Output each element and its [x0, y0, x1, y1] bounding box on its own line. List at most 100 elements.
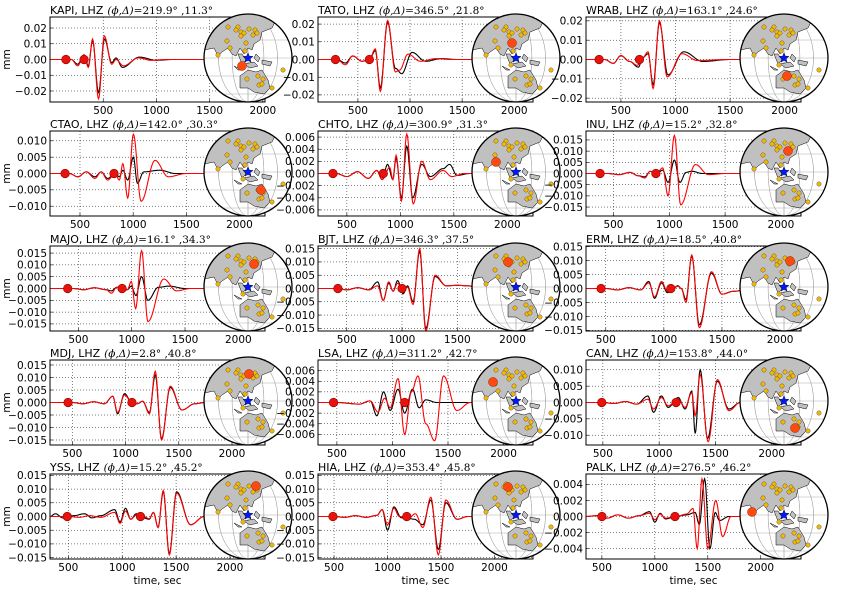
station-dot [760, 152, 766, 158]
station-dot [506, 376, 512, 382]
station-dot [774, 376, 780, 382]
station-dot [514, 26, 520, 32]
event-star-icon [242, 395, 254, 406]
station-dot [225, 138, 231, 144]
station-dot [241, 30, 247, 36]
station-dot [269, 428, 275, 434]
y-tick-label: −0.005 [8, 410, 47, 422]
station-dot [548, 524, 554, 530]
meridian-line [218, 128, 278, 216]
globe-map-inset [739, 242, 829, 332]
y-tick-label: 0.01 [24, 39, 47, 51]
station-dot [508, 405, 514, 411]
station-dot [512, 190, 518, 196]
y-tick-label: 0.000 [553, 511, 583, 523]
y-tick-label: 0.005 [17, 498, 47, 510]
phase-marker [596, 283, 606, 294]
selected-station-dot [237, 61, 247, 71]
event-star-icon [510, 281, 522, 292]
station-dot [776, 62, 782, 68]
station-dot [816, 296, 822, 302]
station-dot [280, 296, 286, 302]
station-dot [242, 505, 248, 511]
subplot-title: WRAB, LHZ (ϕ,Δ)=163.1° ,24.6° [586, 4, 758, 17]
phase-marker [378, 168, 388, 179]
station-dot [777, 373, 783, 379]
globe-outline [471, 13, 561, 103]
station-dot [246, 255, 252, 261]
y-tick-label: −0.02 [551, 93, 583, 105]
station-dot [510, 391, 516, 397]
meridian-line [218, 14, 278, 102]
station-dot [255, 302, 261, 308]
station-dot [514, 369, 520, 375]
station-dot [795, 81, 801, 87]
phase-marker [397, 283, 407, 294]
meridian-line [767, 243, 801, 331]
station-dot [790, 144, 796, 150]
phase-marker [594, 54, 604, 65]
station-dot [779, 383, 785, 389]
station-dot [522, 487, 528, 493]
station-dot [777, 30, 783, 36]
event-star-icon [242, 166, 254, 177]
y-tick-label: 0.010 [17, 260, 47, 272]
meridian-line [231, 243, 265, 331]
x-tick-label: 1500 [163, 562, 190, 574]
station-dot [763, 274, 769, 280]
meridian-line [486, 14, 546, 102]
station-dot [790, 373, 796, 379]
meridian-line [754, 128, 814, 216]
y-tick-label: 0.000 [553, 397, 583, 409]
station-dot [269, 314, 275, 320]
y-tick-label: −0.006 [276, 429, 315, 441]
x-tick-label: 500 [93, 105, 113, 117]
x-axis-label: time, sec [401, 575, 449, 587]
x-tick-label: 500 [592, 562, 612, 574]
title-params: =346.3° ,37.5° [395, 234, 474, 246]
globe-content [472, 471, 560, 559]
globe-map-inset [471, 242, 561, 332]
y-tick-label: −0.004 [276, 419, 315, 431]
event-star-icon [510, 52, 522, 63]
y-tick-label: 0.02 [24, 23, 47, 35]
y-tick-label: −0.010 [8, 422, 47, 434]
station-dot [483, 509, 489, 515]
x-tick-label: 1500 [196, 105, 223, 117]
station-dot [777, 487, 783, 493]
station-dot [796, 305, 802, 311]
station-dot [240, 176, 246, 182]
x-axis-label: time, sec [133, 575, 181, 587]
station-dot [255, 416, 261, 422]
y-axis-label: mm [1, 163, 13, 183]
x-tick-label: 2000 [767, 334, 794, 346]
y-tick-label: 0.000 [553, 283, 583, 295]
title-symbol: (ϕ,Δ) [370, 462, 396, 474]
x-tick-label: 1500 [172, 334, 199, 346]
x-tick-label: 1500 [702, 448, 729, 460]
y-tick-label: −0.015 [8, 552, 47, 564]
station-dot [790, 30, 796, 36]
station-dot [238, 147, 244, 153]
station-dot [769, 484, 775, 490]
meridian-line [767, 357, 801, 445]
phase-marker [60, 168, 70, 179]
x-tick-label: 2000 [499, 334, 526, 346]
title-symbol: (ϕ,Δ) [112, 119, 138, 131]
station-dot [508, 519, 514, 525]
x-tick-label: 2000 [481, 562, 508, 574]
selected-station-dot [491, 157, 501, 167]
x-tick-label: 2000 [226, 219, 253, 231]
x-tick-label: 500 [593, 448, 613, 460]
station-dot [523, 530, 529, 536]
y-tick-label: −0.010 [544, 430, 583, 442]
y-tick-label: 0.005 [285, 498, 315, 510]
y-tick-label: 0.00 [292, 54, 315, 66]
y-tick-label: 0.02 [560, 16, 583, 28]
phase-marker [671, 397, 681, 408]
event-star-icon [778, 281, 790, 292]
event-star-icon [778, 395, 790, 406]
station-dot [238, 262, 244, 268]
x-tick-label: 500 [327, 448, 347, 460]
y-tick-label: 0.002 [553, 495, 583, 507]
